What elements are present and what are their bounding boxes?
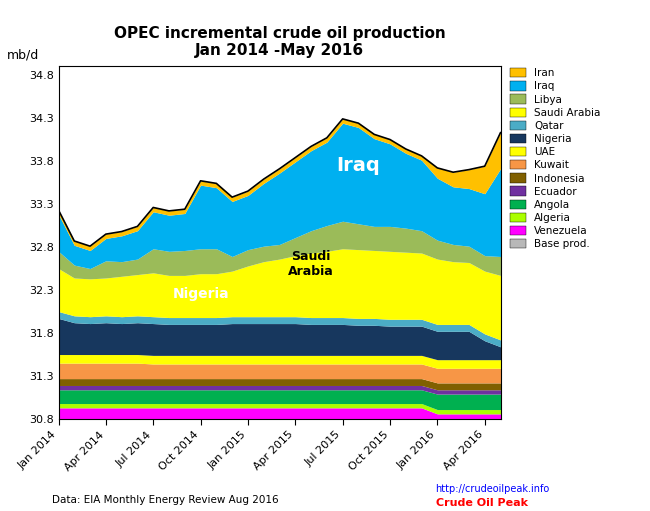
Text: mb/d: mb/d bbox=[6, 49, 39, 61]
Text: Crude Oil Peak: Crude Oil Peak bbox=[436, 498, 528, 508]
Text: Nigeria: Nigeria bbox=[172, 287, 229, 301]
Text: Iraq: Iraq bbox=[337, 156, 380, 175]
Legend: Iran, Iraq, Libya, Saudi Arabia, Qatar, Nigeria, UAE, Kuwait, Indonesia, Ecuador: Iran, Iraq, Libya, Saudi Arabia, Qatar, … bbox=[510, 68, 601, 249]
Text: Saudi
Arabia: Saudi Arabia bbox=[288, 250, 334, 278]
Text: Data: EIA Monthly Energy Review Aug 2016: Data: EIA Monthly Energy Review Aug 2016 bbox=[52, 495, 279, 505]
Title: OPEC incremental crude oil production
Jan 2014 -May 2016: OPEC incremental crude oil production Ja… bbox=[114, 26, 445, 58]
Text: http://crudeoilpeak.info: http://crudeoilpeak.info bbox=[436, 483, 550, 494]
